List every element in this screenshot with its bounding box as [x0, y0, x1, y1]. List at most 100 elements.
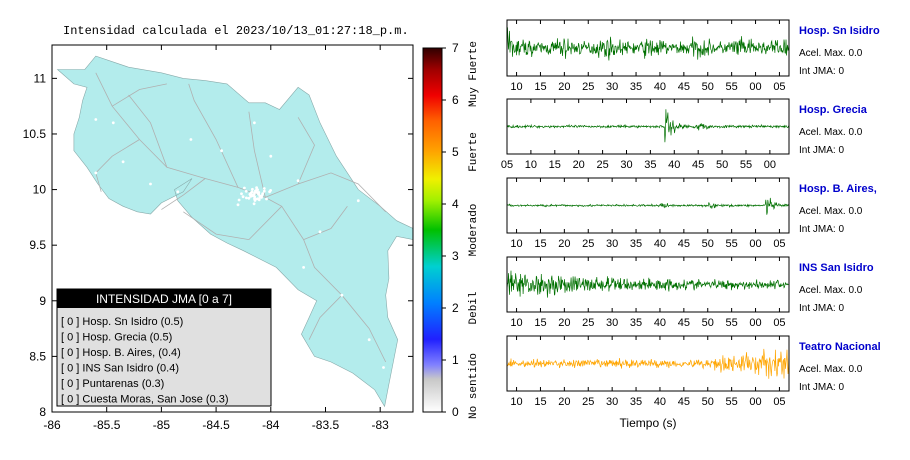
trace-tick-label: 50 [702, 317, 714, 329]
waveform [506, 348, 790, 379]
trace-frame [506, 177, 790, 234]
y-tick-label: 10.5 [23, 127, 47, 141]
acel-max-label: Acel. Max. 0.0 [799, 364, 863, 375]
legend-title: INTENSIDAD JMA [0 a 7] [96, 292, 232, 306]
trace-tick-label: 05 [773, 81, 785, 93]
trace-tick-label: 00 [749, 238, 761, 250]
colorbar-category-label: Debil [468, 291, 480, 324]
city-dot [367, 338, 371, 342]
colorbar-category-label: Muy Fuerte [468, 41, 480, 107]
road-5 [161, 178, 206, 210]
trace-tick-label: 40 [654, 81, 666, 93]
x-tick-label: -86 [43, 418, 61, 432]
trace-tick-label: 25 [582, 238, 594, 250]
trace-tick-label: 55 [726, 238, 738, 250]
trace-tick-label: 05 [501, 159, 513, 171]
trace-tick-label: 25 [582, 317, 594, 329]
city-dot [249, 191, 253, 195]
int-jma-label: Int JMA: 0 [799, 66, 844, 77]
city-dot [356, 199, 360, 203]
road-8 [111, 83, 167, 107]
city-dot [256, 188, 259, 192]
int-jma-label: Int JMA: 0 [799, 303, 844, 314]
station-name: Hosp. B. Aires, [799, 183, 877, 195]
trace-tick-label: 35 [644, 159, 656, 171]
city-dot [257, 192, 261, 196]
city-dot [245, 196, 248, 200]
city-dot [247, 196, 251, 200]
legend-item: [ 0 ] INS San Isidro (0.4) [61, 363, 179, 375]
x-tick-label: -84.5 [202, 418, 230, 432]
city-dot [214, 238, 218, 242]
trace-tick-label: 45 [678, 317, 690, 329]
city-dot [269, 189, 272, 192]
trace-tick-label: 10 [510, 396, 522, 408]
legend: INTENSIDAD JMA [0 a 7] [ 0 ] Hosp. Sn Isi… [56, 288, 272, 407]
trace-tick-label: 25 [596, 159, 608, 171]
trace-tick-label: 55 [740, 159, 752, 171]
waveform [506, 27, 790, 61]
city-dot [265, 197, 268, 201]
costa-rica-landmass [56, 55, 413, 408]
trace-tick-label: 35 [630, 396, 642, 408]
map-frame [51, 44, 414, 413]
colorbar-bar [422, 47, 443, 413]
trace-tick-label: 20 [558, 81, 570, 93]
city-dot [382, 366, 385, 369]
trace-tick-label: 50 [702, 396, 714, 408]
trace-frame [506, 19, 790, 77]
trace-tick-label: 50 [716, 159, 728, 171]
legend-item: [ 0 ] Hosp. Sn Isidro (0.5) [61, 316, 183, 328]
city-dot [149, 182, 152, 186]
trace-tick-label: 45 [678, 396, 690, 408]
legend-title-bar [57, 289, 271, 308]
city-dot [269, 154, 273, 158]
city-dot [256, 197, 259, 201]
trace-tick-label: 35 [630, 238, 642, 250]
trace-tick-label: 30 [606, 238, 618, 250]
trace-frame [506, 98, 790, 155]
trace-tick-label: 30 [606, 317, 618, 329]
trace-tick-label: 55 [726, 396, 738, 408]
city-dot [237, 198, 241, 202]
trace-panel-5: 10 15 20 25 30 35 40 45 50 55 00 05 Teatro Nacional A… [506, 335, 881, 408]
city-dot [244, 189, 248, 193]
trace-panel-4: 10 15 20 25 30 35 40 45 50 55 00 05 INS San Isidro Ac… [506, 256, 874, 329]
trace-tick-label: 55 [726, 317, 738, 329]
y-tick-label: 9 [39, 294, 46, 308]
trace-tick-label: 35 [630, 81, 642, 93]
trace-tick-label: 35 [630, 317, 642, 329]
x-tick-label: -85.5 [93, 418, 121, 432]
road-9 [303, 206, 348, 240]
trace-tick-label: 40 [654, 396, 666, 408]
city-dot [296, 179, 300, 183]
x-tick-label: -83.5 [312, 418, 340, 432]
trace-tick-label: 20 [558, 238, 570, 250]
station-name: Hosp. Grecia [799, 104, 868, 116]
city-dot [255, 186, 258, 190]
colorbar-tick-label: 1 [452, 353, 459, 367]
colorbar-category-label: Moderado [468, 204, 480, 257]
x-tick-label: -85 [153, 418, 171, 432]
city-dot [249, 195, 253, 198]
trace-tick-label: 15 [534, 317, 546, 329]
city-dot [220, 149, 224, 153]
road-7 [183, 206, 282, 241]
trace-tick-label: 50 [702, 238, 714, 250]
int-jma-label: Int JMA: 0 [799, 382, 844, 393]
trace-tick-label: 45 [678, 81, 690, 93]
trace-tick-label: 25 [582, 81, 594, 93]
city-dot [262, 189, 266, 193]
trace-tick-label: 30 [606, 396, 618, 408]
trace-tick-label: 10 [510, 81, 522, 93]
y-tick-label: 11 [34, 71, 47, 85]
colorbar-tick-label: 7 [452, 41, 459, 55]
city-dot [255, 191, 259, 194]
trace-tick-label: 55 [726, 81, 738, 93]
waveform [506, 197, 790, 215]
trace-tick-label: 15 [534, 396, 546, 408]
city-dot [240, 192, 243, 196]
acel-max-label: Acel. Max. 0.0 [799, 127, 863, 138]
colorbar-tick-label: 6 [452, 93, 459, 107]
